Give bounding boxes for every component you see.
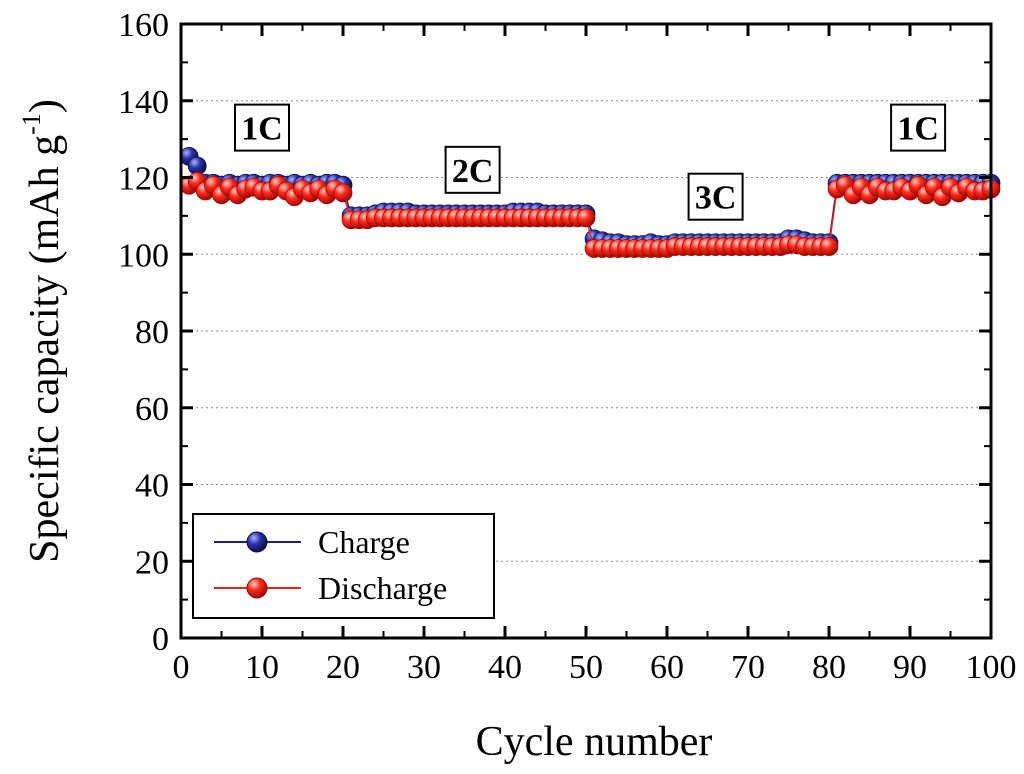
x-tick-label: 100 xyxy=(966,649,1017,686)
y-axis-title-close: ) xyxy=(22,99,68,113)
legend-charge-label: Charge xyxy=(318,524,410,560)
rate-label: 3C xyxy=(695,180,737,217)
x-tick-label: 40 xyxy=(488,649,522,686)
data-point-discharge xyxy=(333,183,353,203)
data-point-discharge xyxy=(819,237,839,256)
rate-label-box xyxy=(234,103,290,152)
axis-ticks: 0 20 40 60 80 100 120 140 160 0 10 20 30 40 50 60 70 80 90… xyxy=(118,7,1017,686)
legend-box xyxy=(192,513,495,619)
y-tick-label: 100 xyxy=(118,237,169,274)
series-charge xyxy=(179,146,1001,255)
x-tick-label: 0 xyxy=(173,649,190,686)
data-point-discharge xyxy=(576,208,596,228)
x-tick-label: 50 xyxy=(569,649,603,686)
x-tick-label: 70 xyxy=(731,649,765,686)
legend-discharge-marker xyxy=(246,577,268,599)
y-tick-label: 40 xyxy=(135,468,169,505)
rate-label-box xyxy=(890,103,947,152)
legend-discharge-label: Discharge xyxy=(318,570,447,606)
rate-label-box xyxy=(444,145,501,194)
rate-label: 1C xyxy=(897,111,939,148)
y-axis-title-main: Specific capacity (mAh g xyxy=(22,135,68,563)
x-tick-label: 90 xyxy=(893,649,927,686)
y-tick-label: 120 xyxy=(118,161,169,198)
y-tick-label: 0 xyxy=(152,621,169,658)
rate-label: 1C xyxy=(241,111,283,148)
y-tick-label: 160 xyxy=(118,7,169,44)
rate-label: 2C xyxy=(452,153,494,190)
x-axis-title: Cycle number xyxy=(476,719,713,765)
x-tick-label: 10 xyxy=(245,649,279,686)
rate-label-box xyxy=(687,172,744,221)
legend: Charge Discharge xyxy=(192,513,495,619)
y-tick-label: 80 xyxy=(135,314,169,351)
y-axis-title: Specific capacity (mAh g-1) xyxy=(17,99,68,563)
gridlines xyxy=(181,100,991,562)
legend-charge-marker xyxy=(246,531,268,553)
y-tick-label: 20 xyxy=(135,544,169,581)
x-tick-label: 80 xyxy=(812,649,846,686)
rate-annotations: 1C 2C 3C 1C xyxy=(234,103,947,221)
y-tick-label: 140 xyxy=(118,84,169,121)
y-tick-label: 60 xyxy=(135,391,169,428)
y-axis-title-exponent: -1 xyxy=(17,113,46,135)
data-series xyxy=(179,146,1001,258)
x-tick-label: 60 xyxy=(650,649,684,686)
x-tick-label: 20 xyxy=(326,649,360,686)
x-tick-label: 30 xyxy=(407,649,441,686)
series-discharge xyxy=(179,171,1001,258)
